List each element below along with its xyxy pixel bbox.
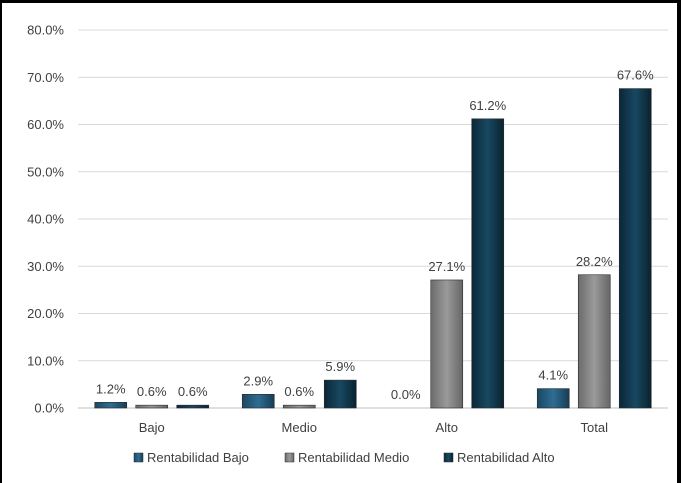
bar [94, 402, 128, 409]
x-tick-label: Medio [282, 420, 317, 435]
data-label: 0.6% [178, 384, 208, 399]
data-labels: 1.2% 0.6% 0.6% 2.9% 0.6% 5.9% 0.0% 27.1% 61.2% 4.… [96, 68, 654, 402]
data-label: 4.1% [538, 368, 568, 383]
legend-swatch [443, 452, 454, 463]
gridlines [78, 29, 668, 409]
y-tick-label: 30.0% [27, 259, 64, 274]
y-tick-label: 10.0% [27, 353, 64, 368]
bars [94, 88, 652, 409]
data-label: 0.6% [137, 384, 167, 399]
bar [282, 404, 316, 409]
bar [241, 393, 275, 409]
bar [176, 404, 210, 409]
x-tick-label: Alto [436, 420, 458, 435]
bar [430, 279, 464, 409]
bar [536, 388, 570, 409]
y-tick-label: 20.0% [27, 306, 64, 321]
x-tick-label: Total [581, 420, 609, 435]
y-tick-label: 40.0% [27, 212, 64, 227]
y-tick-label: 70.0% [27, 70, 64, 85]
bar [323, 379, 357, 409]
legend-swatch [133, 452, 144, 463]
data-label: 27.1% [428, 259, 465, 274]
data-label: 1.2% [96, 381, 126, 396]
data-label: 67.6% [617, 68, 654, 83]
x-axis-tick-labels: Bajo Medio Alto Total [139, 420, 608, 435]
y-tick-label: 60.0% [27, 117, 64, 132]
y-axis-tick-labels: 0.0% 10.0% 20.0% 30.0% 40.0% 50.0% 60.0% 70.0% 8… [27, 23, 64, 416]
legend-label: Rentabilidad Alto [457, 450, 555, 465]
legend: Rentabilidad Bajo Rentabilidad Medio Renta… [133, 450, 555, 465]
bar [135, 404, 169, 409]
bar [471, 118, 505, 409]
y-tick-label: 50.0% [27, 164, 64, 179]
y-tick-label: 80.0% [27, 23, 64, 38]
data-label: 5.9% [325, 359, 355, 374]
data-label: 28.2% [576, 254, 613, 269]
bar [577, 274, 611, 409]
x-tick-label: Bajo [139, 420, 165, 435]
data-label: 2.9% [243, 373, 273, 388]
y-tick-label: 0.0% [34, 401, 64, 416]
data-label: 0.0% [391, 387, 421, 402]
bar [618, 88, 652, 409]
data-label: 61.2% [469, 98, 506, 113]
data-label: 0.6% [284, 384, 314, 399]
legend-label: Rentabilidad Medio [298, 450, 409, 465]
legend-swatch [284, 452, 295, 463]
legend-label: Rentabilidad Bajo [147, 450, 249, 465]
